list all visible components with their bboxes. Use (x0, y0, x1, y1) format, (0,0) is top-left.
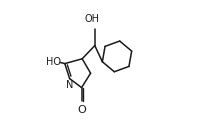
Text: O: O (77, 105, 86, 115)
Text: N: N (66, 80, 73, 90)
Text: OH: OH (85, 14, 100, 24)
Text: HO: HO (46, 57, 61, 67)
